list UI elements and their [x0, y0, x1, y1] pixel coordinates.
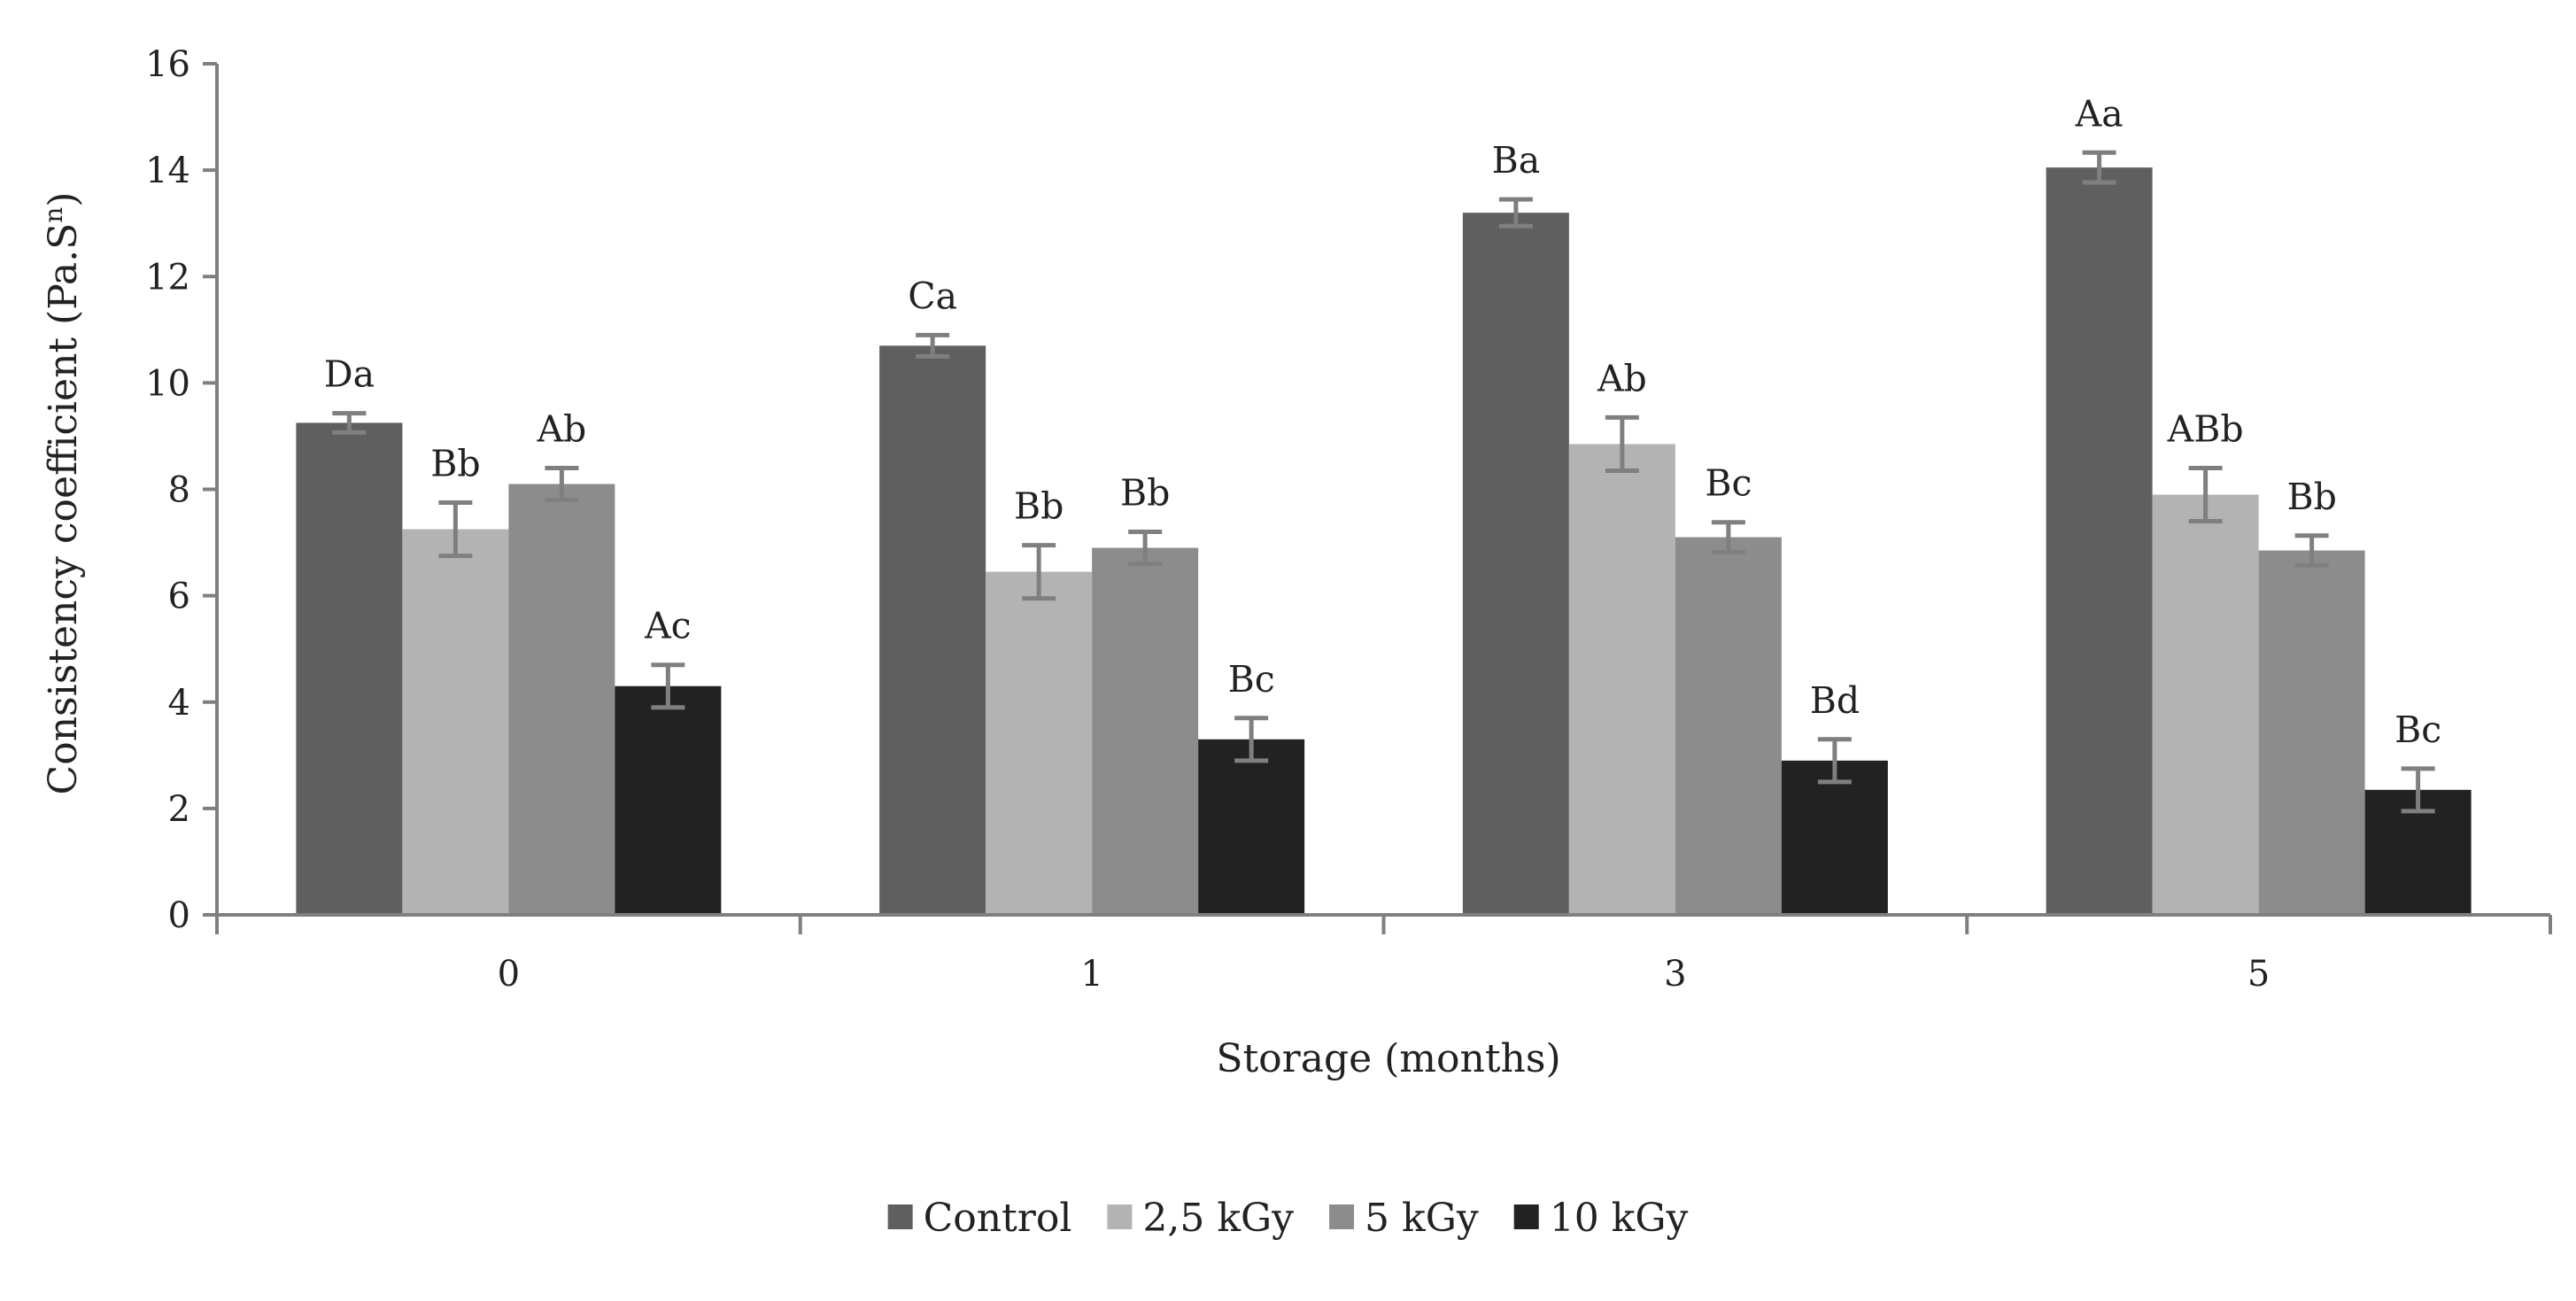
bar — [879, 345, 986, 915]
data-label: Ab — [536, 407, 586, 450]
y-tick-label: 0 — [168, 895, 190, 936]
legend-swatch — [887, 1204, 913, 1229]
y-tick-label: 14 — [145, 151, 190, 191]
data-label: Bc — [2394, 709, 2441, 751]
y-axis-title: Consistency coefficient (Pa.Sn) — [39, 192, 86, 795]
bar — [1198, 739, 1305, 915]
data-label: Ac — [644, 605, 692, 647]
y-tick-label: 12 — [145, 257, 190, 298]
y-tick-label: 16 — [145, 44, 190, 85]
data-label: Bb — [430, 443, 480, 485]
legend-swatch — [1329, 1204, 1355, 1229]
bar — [1675, 537, 1782, 915]
y-axis: 0 2 4 6 8 10 12 14 16 — [145, 44, 219, 936]
bar — [986, 571, 1093, 915]
bar — [1092, 547, 1199, 915]
x-axis-title: Storage (months) — [1216, 1036, 1560, 1081]
x-tick-label: 1 — [1080, 954, 1102, 995]
data-label: Bb — [1120, 472, 1170, 515]
x-tick-label: 3 — [1664, 954, 1686, 995]
bar — [508, 484, 615, 915]
bars: Da Bb Ab Ac Ca Bb Bb Bc Ba Ab Bc Bd Aa ABb Bb Bc — [296, 92, 2472, 916]
bar — [402, 529, 509, 915]
legend-label: 5 kGy — [1365, 1196, 1479, 1241]
x-tick-label: 0 — [498, 954, 520, 995]
y-tick-label: 2 — [168, 789, 190, 830]
data-label: Bc — [1705, 462, 1752, 505]
legend-label: Control — [924, 1196, 1072, 1241]
bar — [615, 685, 722, 915]
data-label: Ba — [1492, 139, 1541, 182]
y-tick-label: 8 — [168, 470, 190, 511]
legend-label: 2,5 kGy — [1142, 1196, 1294, 1241]
bar — [1462, 213, 1569, 916]
data-label: Bc — [1228, 658, 1275, 701]
y-tick-label: 10 — [145, 363, 190, 404]
data-label: ABb — [2167, 407, 2244, 450]
bar — [2046, 167, 2153, 915]
data-label: Bb — [2286, 476, 2336, 518]
data-label: Ab — [1597, 357, 1647, 399]
data-label: Bd — [1810, 679, 1860, 722]
y-tick-label: 4 — [168, 683, 190, 724]
x-tick-label: 5 — [2247, 954, 2270, 995]
legend-swatch — [1513, 1204, 1539, 1229]
legend-label: 10 kGy — [1550, 1196, 1689, 1241]
legend: Control 2,5 kGy 5 kGy 10 kGy — [887, 1196, 1689, 1241]
data-label: Ca — [908, 275, 957, 317]
y-axis-title-main: Consistency coefficient (Pa.S — [41, 223, 86, 795]
bar — [1568, 444, 1675, 915]
bar — [2258, 550, 2365, 915]
data-label: Aa — [2075, 92, 2123, 135]
y-axis-title-suffix: ) — [41, 192, 86, 207]
bar — [1781, 760, 1888, 915]
y-tick-label: 6 — [168, 577, 190, 617]
y-axis-title-superscript: n — [39, 207, 68, 223]
data-label: Bb — [1014, 485, 1064, 528]
bar — [2152, 494, 2259, 915]
legend-swatch — [1107, 1204, 1133, 1229]
bar — [296, 422, 403, 915]
x-axis: 0 1 3 5 — [215, 913, 2552, 995]
data-label: Da — [324, 353, 375, 396]
